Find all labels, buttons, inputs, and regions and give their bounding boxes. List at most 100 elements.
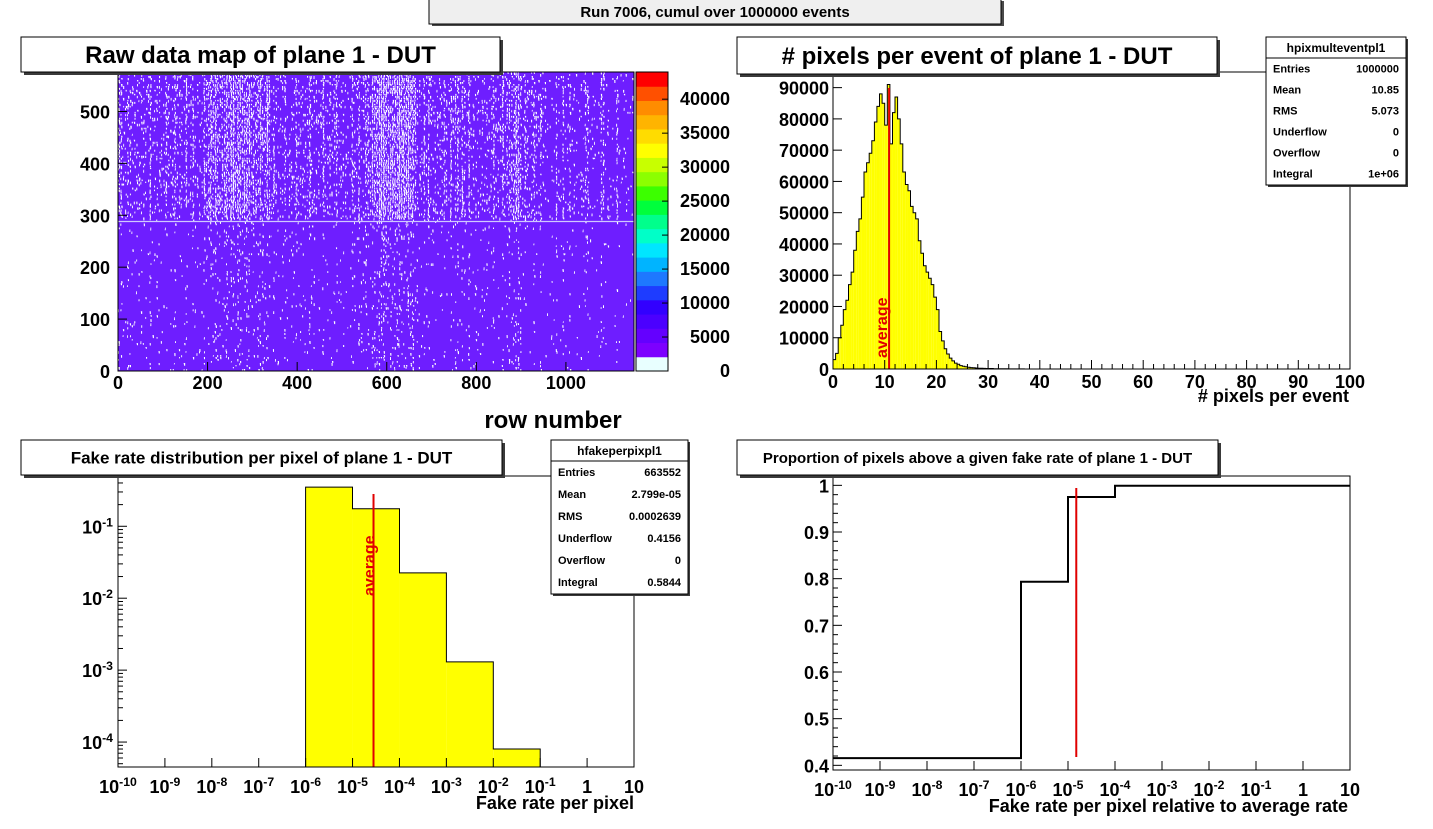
pix-bar — [871, 140, 875, 369]
palette-swatch — [636, 299, 668, 315]
pix-x-tick-label: 100 — [1335, 372, 1365, 392]
pix-bar — [866, 162, 870, 369]
pix-bar — [851, 272, 854, 369]
fake-x-axis-title: Fake rate per pixel — [476, 793, 634, 813]
fake-bar — [305, 487, 353, 767]
palette-tick-label: 10000 — [680, 293, 730, 313]
pix-bar — [845, 300, 849, 369]
pix-y-tick-label: 0 — [819, 360, 829, 380]
run-header: Run 7006, cumul over 1000000 events — [428, 0, 1004, 26]
pix-x-axis-title: # pixels per event — [1198, 386, 1349, 406]
pix-x-tick-label: 10 — [875, 372, 895, 392]
palette-swatch — [636, 228, 668, 244]
fake-stats-value: 663552 — [644, 467, 681, 479]
pix-bar — [835, 353, 839, 369]
pix-bar — [964, 366, 968, 369]
pix-y-tick-label: 30000 — [779, 266, 829, 286]
palette-swatch — [636, 214, 668, 230]
prop-x-tick-label: 10-1 — [1241, 778, 1272, 800]
pix-bar — [972, 367, 976, 369]
pix-bar — [970, 367, 973, 369]
pix-bar — [944, 348, 947, 369]
prop-x-tick-label: 10-7 — [959, 778, 990, 800]
pix-bar — [853, 250, 857, 369]
pix-bar — [869, 153, 872, 369]
palette-tick-label: 15000 — [680, 259, 730, 279]
pix-bar — [884, 125, 888, 369]
pix-bar — [874, 122, 877, 369]
prop-x-tick-label: 10-9 — [865, 778, 896, 800]
prop-y-tick-label: 0.8 — [804, 570, 829, 590]
fake-stats-value: 0 — [675, 555, 681, 567]
prop-line — [833, 484, 1350, 760]
palette-tick-label: 35000 — [680, 123, 730, 143]
palette-swatch — [636, 200, 668, 215]
pix-bar — [876, 106, 880, 370]
pix-bar — [907, 190, 911, 369]
palette-tick-label: 0 — [720, 361, 730, 381]
map-y-tick-label: 0 — [100, 362, 110, 382]
prop-title-box — [736, 439, 1219, 476]
map-y-tick-label: 300 — [80, 206, 110, 226]
palette-swatch — [636, 72, 668, 87]
prop-y-tick-label: 0.9 — [804, 523, 829, 543]
palette-swatch — [636, 314, 668, 329]
palette-swatch — [636, 100, 668, 116]
fake-outline — [305, 486, 541, 767]
prop-y-tick-label: 0.7 — [804, 616, 829, 636]
fake-y-tick-label: 10-3 — [82, 659, 113, 681]
pix-average-label: average — [874, 297, 891, 358]
fake-stats-label: RMS — [558, 511, 582, 523]
pix-bar — [900, 143, 903, 369]
pix-stats-value: 0 — [1393, 147, 1399, 159]
prop-x-tick-label: 10-6 — [1006, 778, 1037, 800]
fake-x-tick-label: 10-1 — [525, 775, 556, 797]
prop-x-tick-label: 10-3 — [1147, 778, 1178, 800]
pix-bar — [959, 365, 963, 369]
fake-title: Fake rate distribution per pixel of plan… — [71, 449, 453, 468]
map-x-tick-label: 600 — [372, 373, 402, 393]
fake-bar — [446, 661, 494, 767]
pix-bar — [848, 284, 852, 369]
pix-stats-value: 0 — [1393, 126, 1399, 138]
pix-x-tick-label: 50 — [1081, 372, 1101, 392]
pix-bar — [928, 278, 932, 369]
map-title: Raw data map of plane 1 - DUT — [85, 42, 436, 69]
pix-bar — [933, 297, 937, 369]
prop-x-tick-label: 1 — [1298, 780, 1308, 800]
map-title-box — [20, 36, 501, 73]
fake-x-tick-label: 1 — [582, 777, 592, 797]
palette-swatch — [636, 328, 668, 344]
fake-stats-label: Underflow — [558, 533, 612, 545]
pix-bar — [838, 337, 841, 369]
fake-stats-value: 2.799e-05 — [631, 489, 681, 501]
pix-stats-label: RMS — [1273, 105, 1297, 117]
map-y-tick-label: 200 — [80, 258, 110, 278]
palette-swatch — [636, 342, 668, 358]
palette-swatch — [636, 185, 668, 201]
palette-tick-label: 25000 — [680, 191, 730, 211]
pix-stats-label: Underflow — [1273, 126, 1327, 138]
palette-swatch — [636, 128, 668, 144]
fake-y-tick-label: 10-1 — [82, 515, 113, 537]
pix-bar — [941, 340, 945, 369]
pix-y-tick-label: 60000 — [779, 172, 829, 192]
map-x-tick-label: 200 — [193, 373, 223, 393]
pix-y-tick-label: 10000 — [779, 329, 829, 349]
prop-y-tick-label: 1 — [819, 476, 829, 496]
pix-bar — [920, 253, 924, 369]
pix-bar — [895, 97, 898, 369]
prop-frame — [832, 475, 1351, 771]
prop-y-tick-label: 0.4 — [804, 756, 829, 776]
pix-y-tick-label: 40000 — [779, 235, 829, 255]
fake-x-tick-label: 10-5 — [337, 775, 368, 797]
fake-x-tick-label: 10-4 — [384, 775, 415, 797]
pix-bar — [938, 331, 942, 369]
pix-bar — [910, 206, 914, 369]
pix-stats-value: 10.85 — [1371, 84, 1399, 96]
fake-title-box — [20, 439, 503, 476]
pix-bar — [843, 309, 846, 369]
pix-bar — [951, 360, 955, 369]
fake-stats-label: Overflow — [558, 555, 606, 567]
fake-x-tick-label: 10-6 — [290, 775, 321, 797]
